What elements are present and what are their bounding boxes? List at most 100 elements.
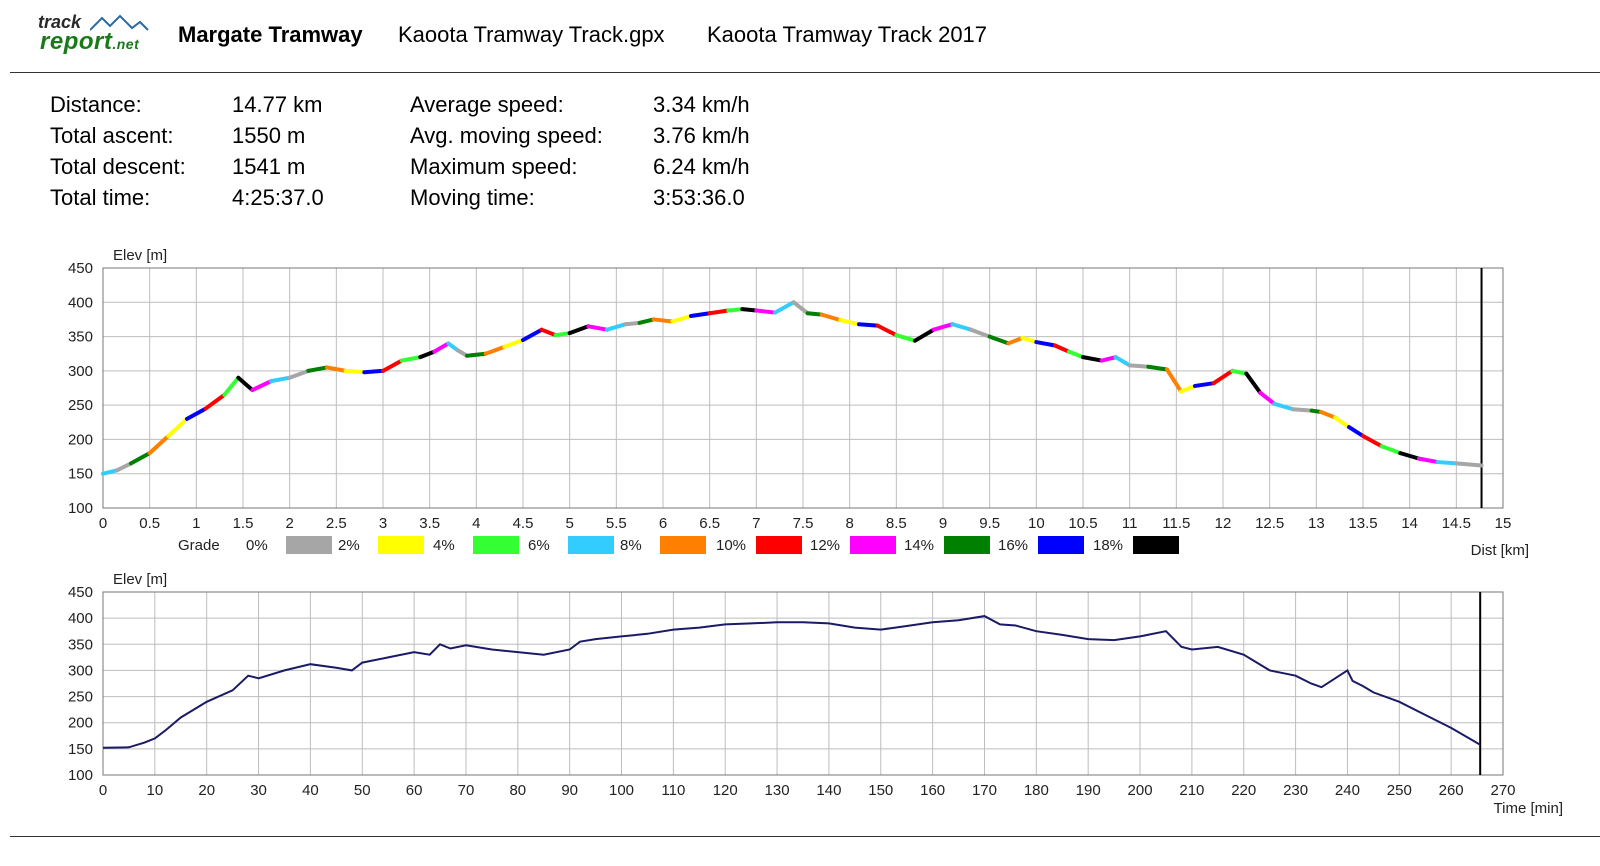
stat-total-time-label: Total time: xyxy=(50,185,151,210)
x-tick-label: 7 xyxy=(752,515,760,532)
grade-legend-title: Grade xyxy=(178,537,220,554)
y-tick-label: 100 xyxy=(68,500,93,517)
grade-segment xyxy=(791,300,810,316)
grade-segment xyxy=(931,322,955,332)
grade-segment xyxy=(553,331,572,338)
x-tick-label: 14 xyxy=(1401,515,1418,532)
x-tick-label: 0.5 xyxy=(139,515,160,532)
x-tick-label: 12 xyxy=(1215,515,1232,532)
grade-legend-swatch xyxy=(378,536,424,554)
grade-segment xyxy=(185,406,208,421)
grade-segment xyxy=(894,333,917,343)
grade-segment xyxy=(1081,355,1104,363)
grade-segment xyxy=(306,365,329,373)
x-tick-label: 9.5 xyxy=(979,515,1000,532)
grade-legend-swatch xyxy=(568,536,614,554)
x-tick-label: 50 xyxy=(354,782,371,799)
x-tick-label: 3.5 xyxy=(419,515,440,532)
y-tick-label: 400 xyxy=(68,610,93,627)
y-tick-label: 450 xyxy=(68,584,93,601)
x-tick-label: 0 xyxy=(99,782,107,799)
stat-avg-speed-value: 3.34 km/h xyxy=(653,92,750,117)
grade-segment xyxy=(1230,368,1249,376)
x-tick-label: 210 xyxy=(1179,782,1204,799)
grade-segment xyxy=(1006,335,1025,346)
grade-segment xyxy=(1258,390,1277,406)
grade-segment xyxy=(567,324,591,336)
logo-report-text: report.net xyxy=(40,28,140,55)
grade-segment xyxy=(1379,444,1403,456)
x-tick-label: 13.5 xyxy=(1348,515,1377,532)
grade-legend-label: 2% xyxy=(338,537,360,554)
grade-segment xyxy=(913,327,936,343)
grade-segment xyxy=(101,468,119,476)
grade-legend-label: 8% xyxy=(620,537,642,554)
x-tick-label: 13 xyxy=(1308,515,1325,532)
grade-segment xyxy=(689,311,712,318)
grade-segment xyxy=(250,379,273,393)
x-tick-label: 0 xyxy=(99,515,107,532)
grade-segment xyxy=(637,317,656,325)
grade-segment xyxy=(539,327,558,338)
grade-segment xyxy=(1146,364,1169,372)
grade-legend-swatch xyxy=(286,536,332,554)
stat-ascent-label: Total ascent: xyxy=(50,123,174,148)
grade-segment xyxy=(502,338,525,349)
grade-segment xyxy=(1034,340,1057,348)
grade-legend-swatch xyxy=(1038,536,1084,554)
grade-segment xyxy=(605,322,628,332)
grade-segment xyxy=(1211,368,1235,386)
y-tick-label: 150 xyxy=(68,741,93,758)
grade-legend-label: 4% xyxy=(433,537,455,554)
y-tick-label: 350 xyxy=(68,636,93,653)
y-tick-label: 350 xyxy=(68,329,93,346)
grade-segment xyxy=(1417,456,1440,465)
y-tick-label: 250 xyxy=(68,397,93,414)
x-tick-label: 170 xyxy=(972,782,997,799)
grade-segment xyxy=(1099,355,1118,363)
grade-legend-label: 16% xyxy=(998,537,1028,554)
x-tick-label: 60 xyxy=(406,782,423,799)
x-tick-label: 4 xyxy=(472,515,480,532)
grade-segment xyxy=(343,368,367,375)
y-tick-label: 100 xyxy=(68,767,93,784)
footer-divider xyxy=(10,836,1600,837)
grade-segment xyxy=(1319,410,1337,420)
x-tick-label: 2.5 xyxy=(326,515,347,532)
x-tick-label: 1.5 xyxy=(233,515,254,532)
grade-legend-swatch xyxy=(756,536,802,554)
x-tick-label: 40 xyxy=(302,782,319,799)
x-tick-label: 8 xyxy=(845,515,853,532)
grade-segment xyxy=(222,375,241,397)
y-tick-label: 300 xyxy=(68,662,93,679)
grade-legend-label: 6% xyxy=(528,537,550,554)
x-tick-label: 120 xyxy=(713,782,738,799)
grade-segment xyxy=(754,308,777,315)
grade-segment xyxy=(236,375,255,393)
x-tick-label: 14.5 xyxy=(1442,515,1471,532)
grade-segment xyxy=(432,341,451,354)
grade-segment xyxy=(586,324,609,332)
y-tick-label: 250 xyxy=(68,689,93,706)
x-tick-label: 240 xyxy=(1335,782,1360,799)
grade-segment xyxy=(623,320,642,327)
grade-segment xyxy=(1020,335,1039,345)
grade-segment xyxy=(166,416,189,438)
x-tick-label: 9 xyxy=(939,515,947,532)
x-tick-label: 110 xyxy=(661,782,685,799)
grade-segment xyxy=(838,318,861,327)
grade-segment xyxy=(1333,415,1351,430)
x-tick-label: 160 xyxy=(920,782,945,799)
grade-segment xyxy=(726,307,745,313)
grade-segment xyxy=(1435,460,1459,466)
grade-segment xyxy=(129,451,152,466)
grade-segment xyxy=(1398,451,1421,461)
trackreport-logo[interactable]: track report.net xyxy=(38,12,158,56)
grade-segment xyxy=(1179,383,1197,394)
grade-segment xyxy=(1361,434,1384,449)
grade-segment xyxy=(950,322,973,332)
track-name: Margate Tramway xyxy=(178,22,363,47)
x-tick-label: 2 xyxy=(285,515,293,532)
grade-legend-swatch xyxy=(1133,536,1179,554)
x-tick-label: 10 xyxy=(147,782,164,799)
